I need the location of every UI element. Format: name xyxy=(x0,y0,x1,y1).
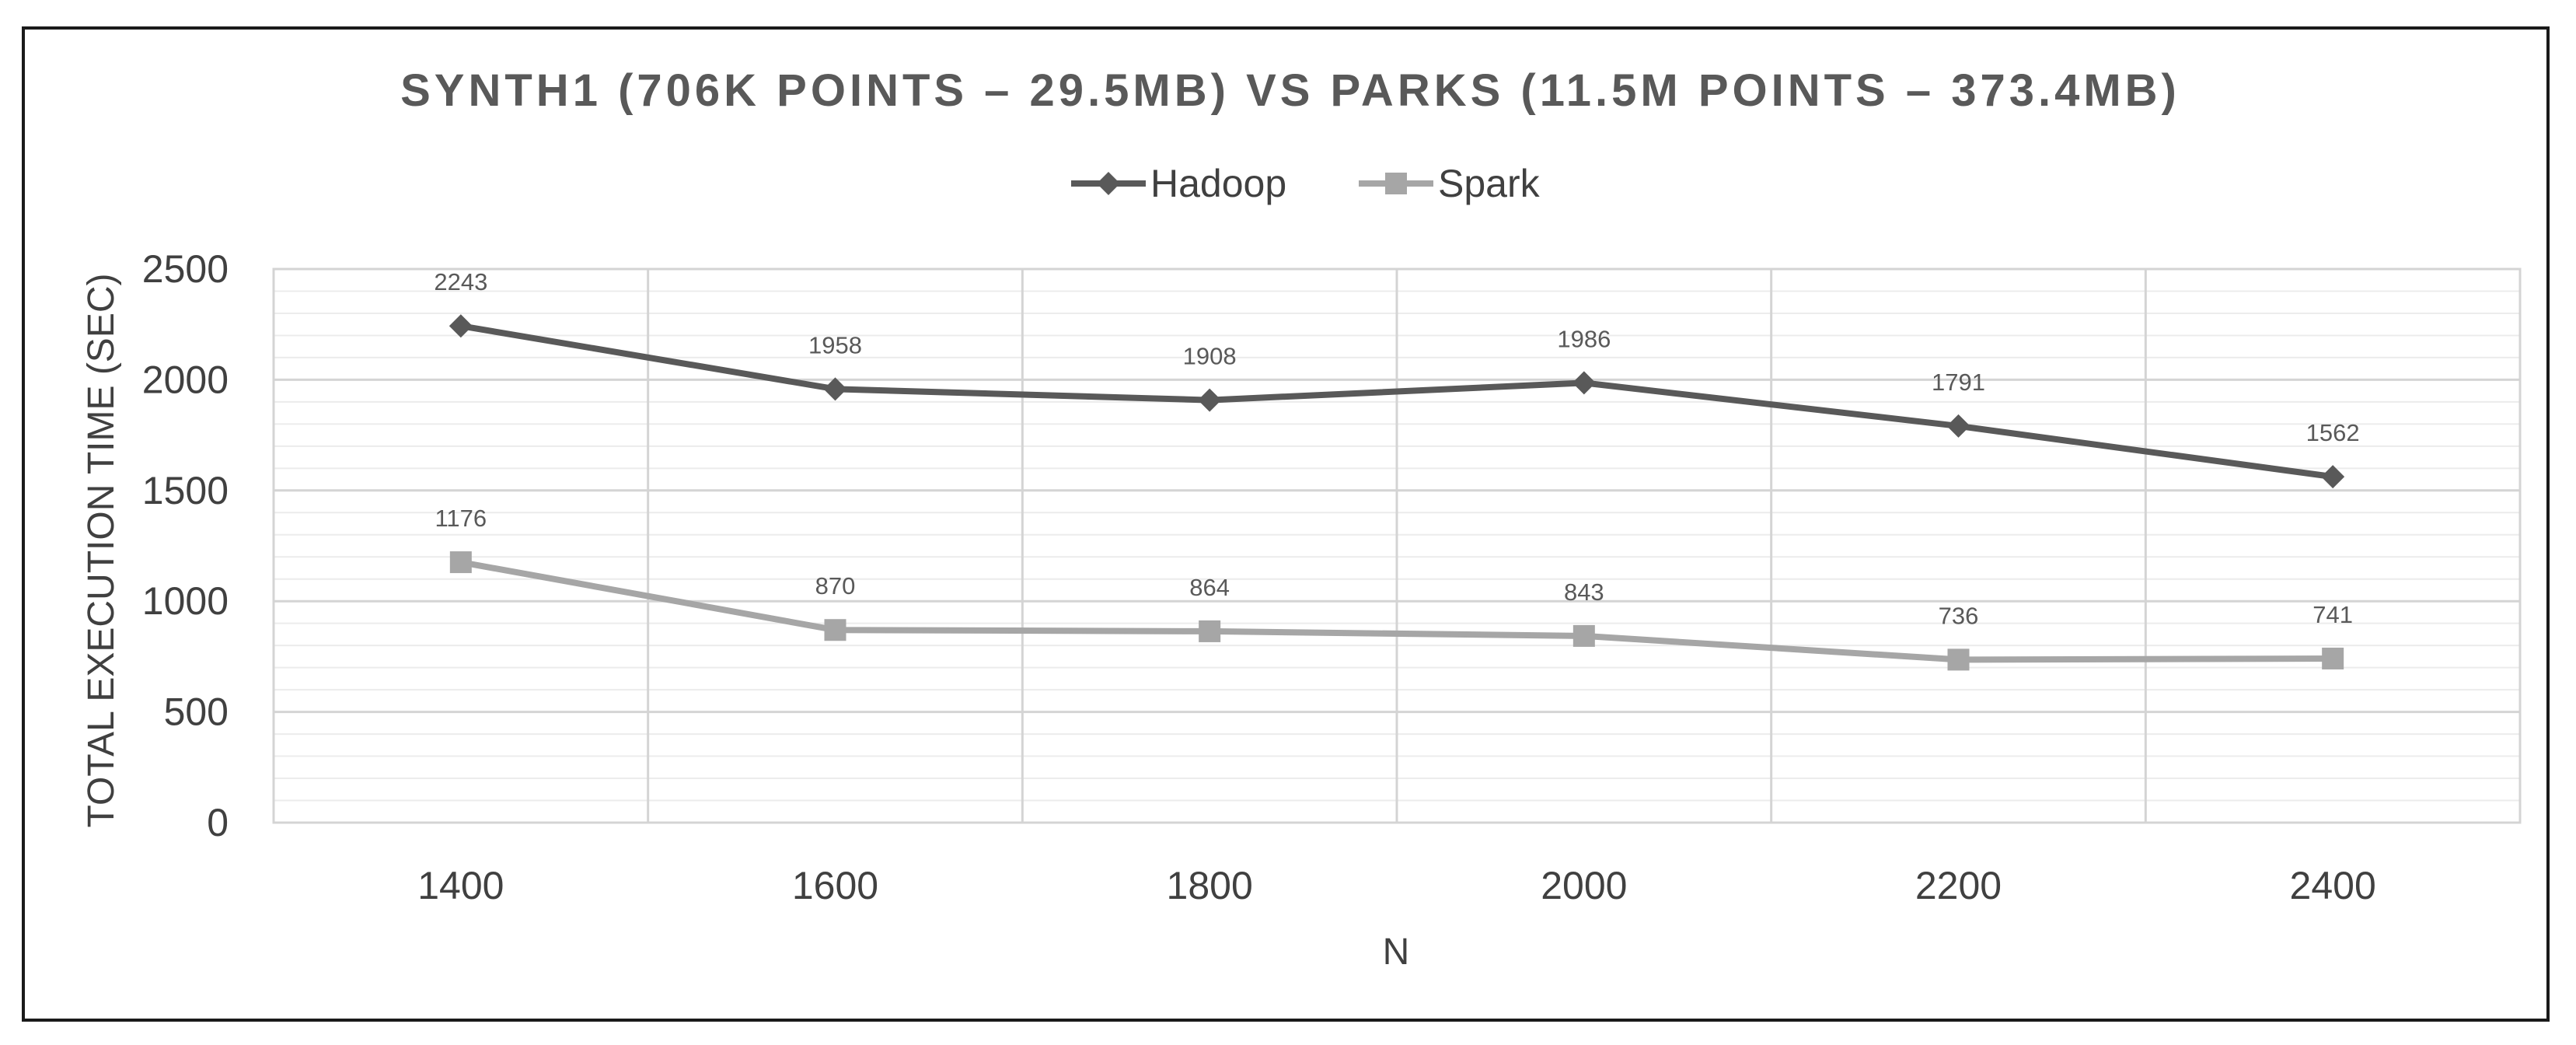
data-point-spark xyxy=(2322,647,2344,669)
y-tick-label: 2500 xyxy=(142,247,229,291)
data-label-spark: 741 xyxy=(2312,601,2353,628)
data-label-hadoop: 1908 xyxy=(1183,343,1237,370)
plot-area xyxy=(272,267,2522,824)
data-point-hadoop xyxy=(2321,465,2345,489)
x-tick-label: 1400 xyxy=(417,864,504,907)
y-tick-label: 2000 xyxy=(142,358,229,401)
y-tick-label: 1500 xyxy=(142,469,229,512)
data-label-hadoop: 1562 xyxy=(2306,419,2360,446)
legend-label-spark: Spark xyxy=(1438,162,1541,205)
y-axis-title: TOTAL EXECUTION TIME (SEC) xyxy=(81,274,122,828)
data-label-spark: 870 xyxy=(815,572,856,599)
y-tick-label: 1000 xyxy=(142,579,229,623)
data-point-spark xyxy=(824,619,846,641)
y-tick-label: 0 xyxy=(207,801,229,844)
data-point-hadoop xyxy=(449,314,473,338)
data-labels: 2243 1958 1908 1986 1791 1562 1176 870 864 843 736… xyxy=(434,268,2359,629)
data-label-spark: 864 xyxy=(1189,574,1230,601)
data-label-hadoop: 1986 xyxy=(1557,325,1611,352)
x-axis-title: N xyxy=(1383,931,1410,973)
chart-title: SYNTH1 (706K POINTS – 29.5MB) VS PARKS (… xyxy=(400,65,2180,116)
data-point-spark xyxy=(1947,648,1970,671)
x-tick-label: 2200 xyxy=(1915,864,2002,907)
x-axis-ticks: 1400 1600 1800 2000 2200 2400 xyxy=(417,864,2376,907)
legend-marker-diamond xyxy=(1097,172,1120,195)
data-point-hadoop xyxy=(1572,371,1596,395)
data-label-spark: 1176 xyxy=(435,505,487,532)
plot-border xyxy=(272,267,2522,824)
legend-marker-square xyxy=(1385,173,1407,194)
data-point-spark xyxy=(1572,624,1595,647)
x-tick-label: 1600 xyxy=(792,864,878,907)
data-label-spark: 843 xyxy=(1564,578,1604,606)
y-axis-ticks: 0 500 1000 1500 2000 2500 xyxy=(142,247,229,844)
data-point-spark xyxy=(1199,620,1221,642)
data-label-spark: 736 xyxy=(1939,602,1979,629)
legend-label-hadoop: Hadoop xyxy=(1150,162,1286,205)
x-tick-label: 2400 xyxy=(2290,864,2376,907)
legend: Hadoop Spark xyxy=(1071,162,1541,205)
data-label-hadoop: 1958 xyxy=(808,331,862,358)
series-layer xyxy=(449,314,2345,671)
data-label-hadoop: 1791 xyxy=(1932,369,1985,396)
y-tick-label: 500 xyxy=(164,690,229,734)
data-point-hadoop xyxy=(823,377,847,401)
data-label-hadoop: 2243 xyxy=(434,268,487,295)
x-tick-label: 1800 xyxy=(1167,864,1253,907)
data-point-hadoop xyxy=(1946,414,1970,438)
data-point-hadoop xyxy=(1198,388,1222,412)
data-point-spark xyxy=(449,551,472,574)
chart-frame xyxy=(22,26,2550,1022)
series-line-spark xyxy=(457,559,2337,663)
series-line-hadoop xyxy=(457,323,2337,481)
x-tick-label: 2000 xyxy=(1541,864,1627,907)
